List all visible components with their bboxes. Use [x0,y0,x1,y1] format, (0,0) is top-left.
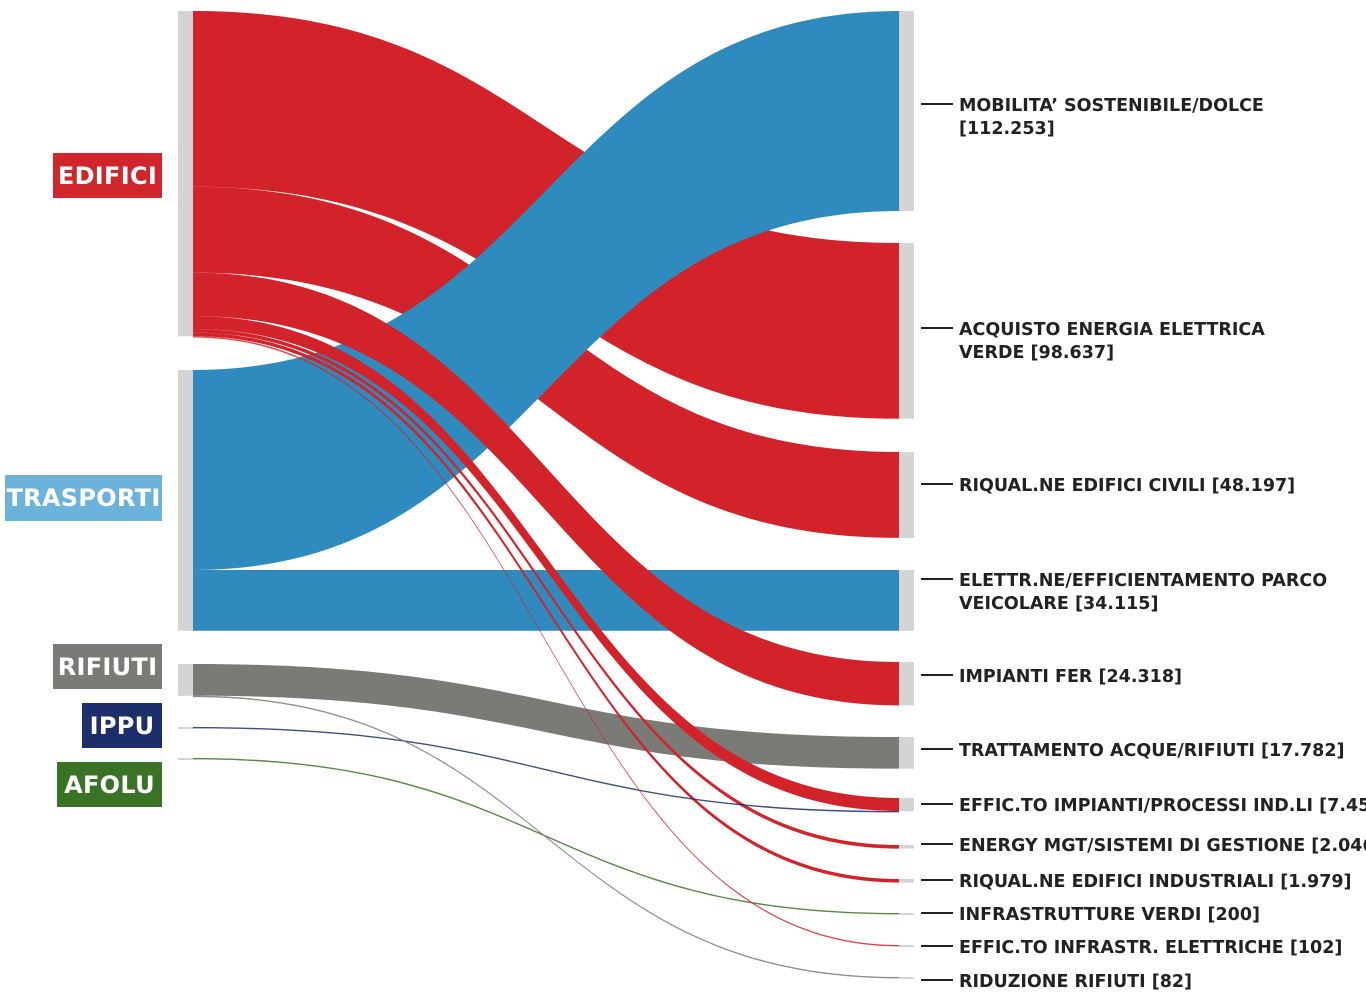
flow-edifici-effic_ind [193,315,899,812]
target-label-riqual-civili: RIQUAL.NE EDIFICI CIVILI [48.197] [921,475,1295,498]
target-node-rid_rifiuti [899,977,914,979]
source-node-ippu [178,727,193,729]
flow-ippu-effic_ind [193,727,899,813]
flow-edifici-effic_infr [193,336,899,947]
target-label-mobilita: MOBILITA’ SOSTENIBILE/DOLCE [112.253] [921,95,1264,141]
source-node-rifiuti [178,664,193,696]
flow-trasporti-parco [193,570,899,631]
target-node-verdi [899,913,914,915]
source-label-edifici: EDIFICI [53,153,162,198]
flow-rifiuti-rid_rifiuti [193,695,899,979]
target-node-riqual_civili [899,452,914,538]
flow-afolu-verdi [193,758,899,915]
target-label-parco: ELETTR.NE/EFFICIENTAMENTO PARCO VEICOLAR… [921,570,1327,616]
source-node-edifici [178,11,193,337]
target-node-acquisto [899,243,914,419]
target-node-mobilita [899,11,914,211]
flow-edifici-riqual_ind [193,332,899,883]
target-label-effic-infr: EFFIC.TO INFRASTR. ELETTRICHE [102] [921,937,1342,960]
target-node-energy_mgt [899,845,914,849]
source-node-afolu [178,758,193,760]
target-node-effic_infr [899,945,914,947]
target-label-acque: TRATTAMENTO ACQUE/RIFIUTI [17.782] [921,740,1345,763]
flow-trasporti-mobilita [193,11,899,570]
target-node-parco [899,570,914,631]
target-label-effic-ind: EFFIC.TO IMPIANTI/PROCESSI IND.LI [7.450… [921,795,1366,818]
flow-edifici-fer [193,272,899,706]
target-label-verdi: INFRASTRUTTURE VERDI [200] [921,904,1260,927]
target-node-acque [899,737,914,769]
source-label-afolu: AFOLU [57,762,162,807]
target-label-energy-mgt: ENERGY MGT/SISTEMI DI GESTIONE [2.046] [921,835,1366,858]
flow-edifici-energy_mgt [193,328,899,849]
source-label-ippu: IPPU [82,703,162,748]
target-label-rid-rifiuti: RIDUZIONE RIFIUTI [82] [921,971,1192,994]
target-node-effic_ind [899,798,914,812]
target-node-fer [899,662,914,706]
target-node-riqual_ind [899,879,914,883]
source-label-rifiuti: RIFIUTI [53,644,162,689]
source-node-trasporti [178,370,193,631]
target-label-acquisto: ACQUISTO ENERGIA ELETTRICA VERDE [98.637… [921,319,1265,365]
target-label-fer: IMPIANTI FER [24.318] [921,666,1182,689]
flow-rifiuti-acque [193,664,899,769]
target-label-riqual-ind: RIQUAL.NE EDIFICI INDUSTRIALI [1.979] [921,871,1352,894]
source-label-trasporti: TRASPORTI [5,475,162,521]
